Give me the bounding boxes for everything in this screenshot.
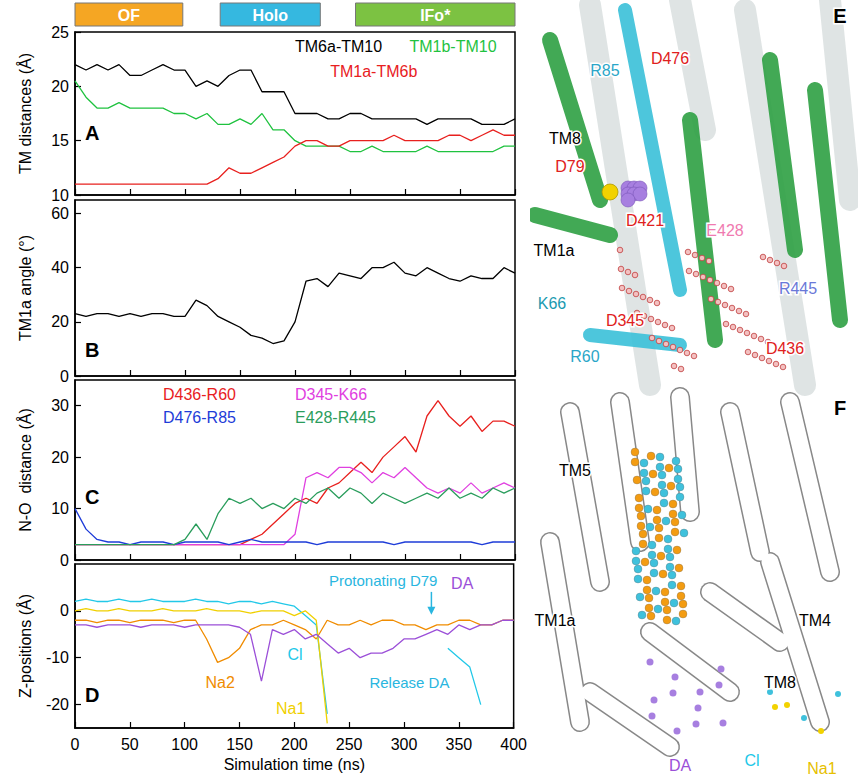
svg-text:10: 10 (51, 187, 69, 204)
svg-text:30: 30 (51, 397, 69, 414)
svg-text:TM distances (Å): TM distances (Å) (16, 53, 34, 174)
svg-text:0: 0 (71, 736, 80, 753)
svg-text:350: 350 (445, 736, 472, 753)
svg-text:D476-R85: D476-R85 (163, 409, 236, 426)
svg-text:D436-R60: D436-R60 (163, 386, 236, 403)
svg-text:20: 20 (51, 78, 69, 95)
svg-text:Holo: Holo (252, 7, 288, 24)
svg-text:B: B (85, 339, 99, 361)
svg-text:OF: OF (118, 7, 140, 24)
svg-text:TM5: TM5 (559, 462, 591, 479)
svg-text:IFo*: IFo* (420, 7, 451, 24)
svg-text:Simulation time (ns): Simulation time (ns) (224, 756, 365, 773)
svg-text:Na1: Na1 (807, 760, 836, 777)
svg-text:10: 10 (51, 500, 69, 517)
svg-text:E: E (833, 5, 846, 27)
svg-text:Na1: Na1 (276, 700, 305, 717)
svg-text:15: 15 (51, 132, 69, 149)
svg-text:TM1a angle (°): TM1a angle (°) (17, 235, 34, 341)
svg-text:N-O distance (Å): N-O distance (Å) (16, 408, 34, 532)
svg-text:300: 300 (391, 736, 418, 753)
svg-text:TM1a: TM1a (534, 242, 575, 259)
svg-text:TM8: TM8 (764, 674, 796, 691)
svg-text:DA: DA (451, 575, 474, 592)
svg-text:C: C (85, 486, 99, 508)
svg-text:Cl: Cl (744, 752, 759, 769)
svg-text:50: 50 (121, 736, 139, 753)
svg-text:TM6a-TM10: TM6a-TM10 (295, 38, 382, 55)
svg-text:0: 0 (60, 552, 69, 569)
svg-text:60: 60 (51, 205, 69, 222)
svg-text:200: 200 (281, 736, 308, 753)
svg-text:Na2: Na2 (206, 674, 235, 691)
svg-text:A: A (85, 122, 99, 144)
svg-text:R85: R85 (590, 62, 619, 79)
svg-text:TM1a-TM6b: TM1a-TM6b (330, 63, 417, 80)
svg-text:E428: E428 (706, 222, 743, 239)
svg-text:400: 400 (500, 736, 527, 753)
svg-text:TM1a: TM1a (535, 612, 576, 629)
svg-text:20: 20 (51, 449, 69, 466)
svg-text:Z-positions (Å): Z-positions (Å) (16, 594, 34, 698)
svg-text:20: 20 (51, 313, 69, 330)
svg-text:250: 250 (336, 736, 363, 753)
svg-text:R445: R445 (779, 280, 817, 297)
svg-text:D: D (85, 684, 99, 706)
svg-text:TM8: TM8 (549, 130, 581, 147)
svg-text:D79: D79 (555, 158, 584, 175)
svg-text:E428-R445: E428-R445 (295, 409, 376, 426)
svg-text:D436: D436 (766, 340, 804, 357)
svg-text:Protonating D79: Protonating D79 (329, 572, 437, 589)
svg-text:TM4: TM4 (799, 612, 831, 629)
svg-text:D345: D345 (606, 312, 644, 329)
svg-text:F: F (834, 397, 846, 419)
svg-text:D476: D476 (651, 50, 689, 67)
svg-text:D345-K66: D345-K66 (295, 386, 367, 403)
svg-text:25: 25 (51, 24, 69, 41)
svg-text:Cl: Cl (287, 646, 302, 663)
svg-text:K66: K66 (538, 295, 567, 312)
svg-text:DA: DA (669, 757, 692, 774)
svg-text:R60: R60 (570, 348, 599, 365)
svg-text:Release DA: Release DA (369, 674, 449, 691)
svg-text:40: 40 (51, 259, 69, 276)
svg-text:0: 0 (60, 368, 69, 385)
svg-text:150: 150 (226, 736, 253, 753)
svg-text:-10: -10 (46, 649, 69, 666)
svg-text:100: 100 (171, 736, 198, 753)
svg-text:TM1b-TM10: TM1b-TM10 (409, 38, 496, 55)
svg-text:-20: -20 (46, 696, 69, 713)
svg-text:D421: D421 (626, 212, 664, 229)
svg-text:0: 0 (60, 602, 69, 619)
